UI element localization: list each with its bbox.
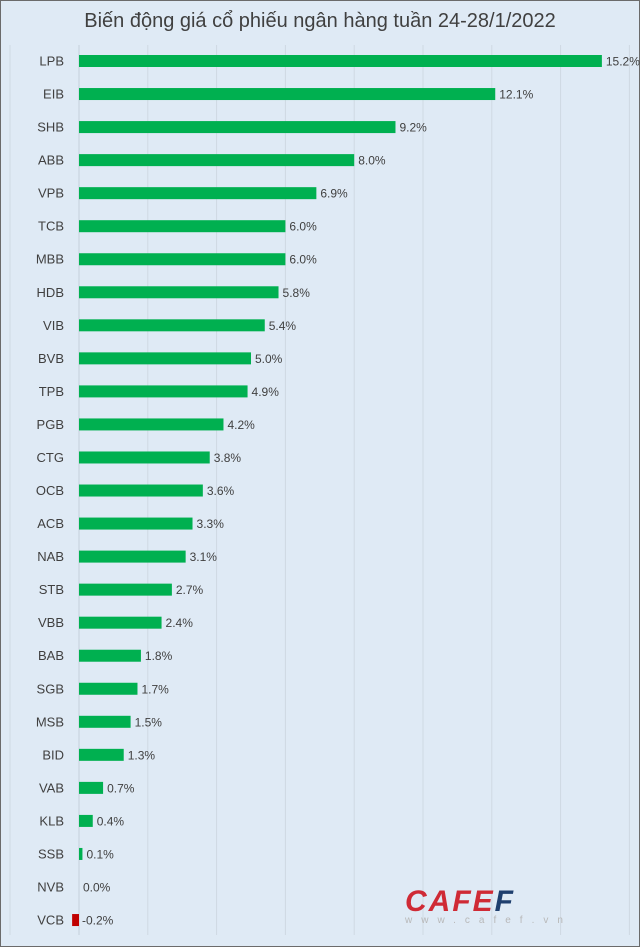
chart-title: Biến động giá cổ phiếu ngân hàng tuần 24… [84,10,556,32]
data-label: 0.1% [86,847,114,861]
category-label: MBB [36,252,64,267]
category-label: CTG [37,450,64,465]
bar-mbb [79,253,286,266]
category-label: MSB [36,714,64,729]
data-label: 1.3% [128,748,156,762]
bar-nab [79,550,186,563]
bar-lpb [79,55,602,67]
bar-tcb [79,220,286,233]
bar-tpb [79,385,248,398]
category-label: VPB [38,186,64,201]
data-label: 1.5% [135,715,163,729]
bar-ocb [79,484,203,497]
bar-bab [79,649,141,662]
bar-msb [79,715,131,728]
data-label: 1.8% [145,649,173,663]
data-label: -0.2% [82,914,114,928]
data-label: 0.4% [97,814,125,828]
category-label: HDB [37,285,64,300]
data-label: 5.0% [255,352,283,366]
data-label: 3.6% [207,484,235,498]
data-label: 6.9% [320,187,348,201]
category-label: EIB [43,87,64,102]
data-label: 3.3% [197,517,225,531]
category-label: BVB [38,351,64,366]
category-label: VBB [38,615,64,630]
data-label: 0.0% [83,881,111,895]
bar-sgb [79,682,138,695]
bar-vcb [72,914,79,927]
data-label: 1.7% [141,682,169,696]
data-label: 6.0% [289,220,317,234]
category-label: OCB [36,483,64,498]
category-label: ACB [37,516,64,531]
bar-pgb [79,418,224,431]
category-label: TPB [39,384,64,399]
data-label: 2.4% [166,616,194,630]
bar-eib [79,88,496,101]
data-label: 6.0% [289,253,317,267]
bar-stb [79,583,172,596]
bar-ssb [79,847,83,860]
logo-wordmark: CAFEF [405,885,515,918]
data-label: 5.4% [269,319,297,333]
bar-abb [79,154,355,167]
data-label: 2.7% [176,583,204,597]
category-label: NAB [37,549,64,564]
data-label: 0.7% [107,781,135,795]
data-label: 3.8% [214,451,242,465]
category-label: NVB [37,880,64,895]
bar-acb [79,517,193,530]
data-label: 15.2% [606,55,640,69]
category-label: KLB [39,813,64,828]
category-label: PGB [37,417,64,432]
category-label: BAB [38,648,64,663]
category-label: SSB [38,846,64,861]
category-label: ABB [38,153,64,168]
cafef-logo: CAFEF www.cafef.vn [405,885,600,930]
data-label: 12.1% [499,88,533,102]
bar-vab [79,781,104,794]
data-label: 4.2% [227,418,255,432]
bar-bvb [79,352,251,365]
bar-vpb [79,187,317,200]
category-label: VIB [43,318,64,333]
data-label: 8.0% [358,154,386,168]
bar-vbb [79,616,162,629]
category-label: SGB [37,681,64,696]
bar-vib [79,319,265,332]
data-label: 3.1% [190,550,218,564]
logo-url: www.cafef.vn [405,915,572,926]
category-label: SHB [37,120,64,135]
data-label: 9.2% [399,121,427,135]
data-label: 5.8% [283,286,311,300]
category-label: LPB [39,54,64,69]
bar-bid [79,748,124,761]
category-label: VAB [39,780,64,795]
category-label: TCB [38,219,64,234]
category-label: STB [39,582,64,597]
bar-ctg [79,451,210,464]
bar-klb [79,814,93,827]
category-label: VCB [37,913,64,928]
data-label: 4.9% [252,385,280,399]
bar-hdb [79,286,279,299]
bar-shb [79,121,396,134]
category-label: BID [42,747,64,762]
